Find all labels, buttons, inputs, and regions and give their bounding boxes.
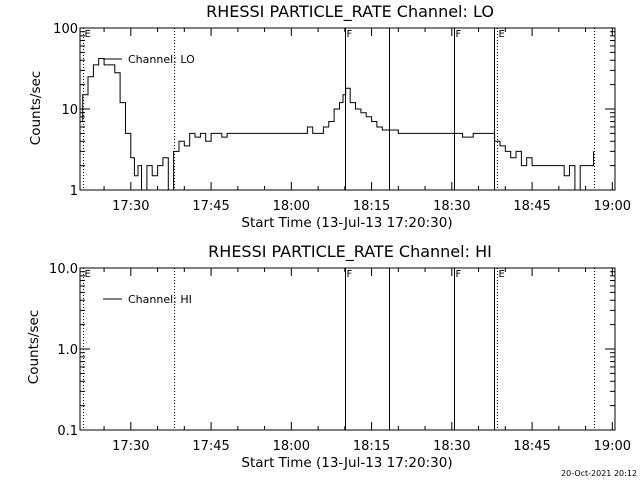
- x-axis-label: Start Time (13-Jul-13 17:20:30): [241, 455, 452, 471]
- event-marker-label: E: [499, 269, 505, 280]
- event-marker-label: E: [85, 269, 91, 280]
- x-tick-label: 18:45: [513, 199, 550, 214]
- series-line-lo: [80, 58, 595, 191]
- event-marker-label: F: [347, 29, 353, 40]
- x-tick-label: 18:30: [433, 439, 470, 454]
- y-tick-label: 10: [61, 103, 78, 118]
- x-tick-label: 17:45: [192, 439, 229, 454]
- legend: Channel: HI: [103, 293, 192, 306]
- x-tick-label: 18:15: [353, 439, 390, 454]
- x-tick-label: 17:30: [112, 199, 149, 214]
- x-axis-label: Start Time (13-Jul-13 17:20:30): [241, 215, 452, 231]
- y-tick-label: 10.0: [49, 262, 78, 277]
- event-marker-label: E: [85, 29, 91, 40]
- x-tick-label: 18:30: [433, 199, 470, 214]
- y-tick-label: 100: [53, 22, 78, 37]
- legend-label: Channel: LO: [128, 53, 195, 66]
- x-tick-label: 18:45: [513, 439, 550, 454]
- chart-panel-hi: RHESSI PARTICLE_RATE Channel: HI Counts/…: [26, 242, 631, 471]
- series-layer: [80, 58, 595, 191]
- event-marker-label: F: [456, 269, 462, 280]
- x-tick-label: 18:15: [353, 199, 390, 214]
- y-axis-label: Counts/sec: [28, 71, 44, 145]
- axis-ticks: 1 10 100 17:30 17:45 18:00 18:15 18:30 18:45 19:0…: [53, 22, 631, 214]
- y-tick-label: 0.1: [57, 424, 78, 439]
- generation-timestamp: 20-Oct-2021 20:12: [561, 469, 637, 478]
- axis-ticks: 0.1 1.0 10.0 17:30 17:45 18:00 18:15 18:30 18:45…: [49, 262, 631, 454]
- chart-panel-lo: RHESSI PARTICLE_RATE Channel: LO Counts/…: [28, 2, 631, 231]
- legend-label: Channel: HI: [128, 293, 192, 306]
- x-tick-label: 17:30: [112, 439, 149, 454]
- y-tick-label: 1.0: [57, 343, 78, 358]
- x-tick-label: 18:00: [273, 439, 310, 454]
- event-marker-label: F: [347, 269, 353, 280]
- chart-title: RHESSI PARTICLE_RATE Channel: LO: [206, 2, 494, 22]
- event-marker-label: F: [456, 29, 462, 40]
- x-tick-label: 18:00: [273, 199, 310, 214]
- y-tick-label: 1: [70, 184, 78, 199]
- x-tick-label: 19:00: [594, 439, 631, 454]
- y-axis-label: Counts/sec: [26, 310, 42, 384]
- x-tick-label: 19:00: [594, 199, 631, 214]
- event-marker-label: E: [499, 29, 505, 40]
- chart-title: RHESSI PARTICLE_RATE Channel: HI: [208, 242, 492, 262]
- x-tick-label: 17:45: [192, 199, 229, 214]
- legend: Channel: LO: [103, 53, 195, 66]
